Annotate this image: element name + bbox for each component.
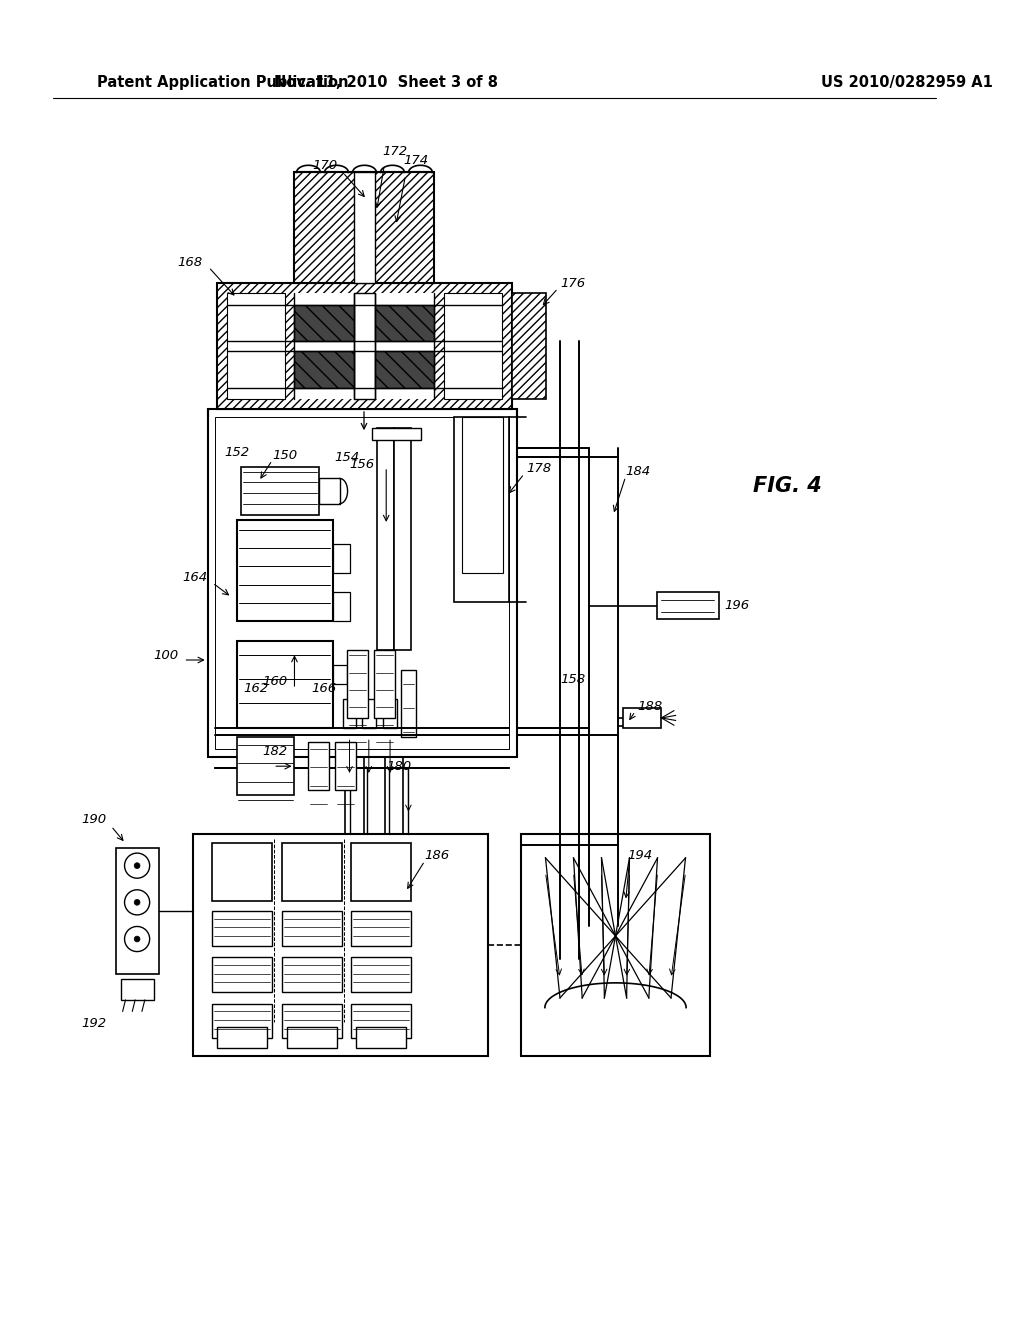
Text: 178: 178 — [526, 462, 551, 475]
Circle shape — [134, 899, 140, 906]
Bar — [212, 911, 272, 946]
Text: 196: 196 — [724, 599, 750, 612]
Bar — [351, 957, 412, 993]
Bar — [237, 520, 333, 622]
Bar — [351, 911, 412, 946]
Bar — [212, 843, 272, 902]
Bar — [512, 293, 546, 400]
Circle shape — [134, 863, 140, 869]
Text: 190: 190 — [81, 813, 106, 826]
Bar — [227, 293, 285, 400]
Text: 176: 176 — [560, 277, 585, 290]
Bar — [356, 1027, 407, 1048]
Bar — [217, 284, 512, 409]
Bar — [354, 173, 375, 284]
Bar — [335, 742, 356, 791]
Text: 150: 150 — [272, 449, 297, 462]
Bar — [242, 467, 318, 515]
Text: 154: 154 — [334, 450, 359, 463]
Bar — [454, 417, 509, 602]
Bar — [295, 293, 434, 400]
Text: Nov. 11, 2010  Sheet 3 of 8: Nov. 11, 2010 Sheet 3 of 8 — [274, 75, 499, 90]
Bar — [521, 834, 710, 1056]
Text: 164: 164 — [182, 572, 208, 585]
Bar — [346, 651, 368, 718]
Text: 160: 160 — [262, 675, 288, 688]
Text: Patent Application Publication: Patent Application Publication — [96, 75, 348, 90]
Text: US 2010/0282959 A1: US 2010/0282959 A1 — [820, 75, 992, 90]
Text: 168: 168 — [177, 256, 203, 269]
Text: 162: 162 — [244, 682, 268, 696]
Bar — [295, 173, 434, 284]
Text: 100: 100 — [154, 648, 178, 661]
Bar — [623, 709, 662, 727]
Bar — [351, 843, 412, 902]
Bar — [295, 305, 354, 342]
Text: 166: 166 — [311, 682, 336, 696]
Bar — [212, 957, 272, 993]
Text: 192: 192 — [81, 1018, 106, 1031]
Circle shape — [125, 853, 150, 878]
Bar — [462, 417, 503, 573]
Bar — [394, 428, 412, 651]
Bar — [121, 978, 155, 999]
Text: 182: 182 — [262, 746, 288, 758]
Bar — [212, 1003, 272, 1039]
Text: 156: 156 — [349, 458, 375, 471]
Bar — [343, 698, 356, 727]
Text: 186: 186 — [425, 849, 450, 862]
Text: 172: 172 — [382, 145, 408, 157]
Text: 174: 174 — [403, 154, 429, 168]
Bar — [308, 742, 330, 791]
Text: 194: 194 — [628, 849, 652, 862]
Bar — [333, 665, 346, 684]
Bar — [372, 428, 421, 440]
Bar — [383, 698, 397, 727]
Bar — [116, 849, 160, 974]
Bar — [375, 305, 434, 342]
Circle shape — [125, 890, 150, 915]
Bar — [318, 478, 340, 504]
Bar — [282, 843, 342, 902]
Bar — [362, 698, 376, 727]
Text: FIG. 4: FIG. 4 — [753, 477, 822, 496]
Bar — [354, 293, 375, 400]
Bar — [282, 957, 342, 993]
Bar — [400, 669, 416, 738]
Bar — [217, 1027, 267, 1048]
Bar — [282, 911, 342, 946]
Circle shape — [125, 927, 150, 952]
Bar — [444, 293, 502, 400]
Text: 188: 188 — [637, 700, 663, 713]
Text: 158: 158 — [560, 673, 585, 686]
Bar — [237, 738, 295, 795]
Text: 180: 180 — [386, 760, 412, 772]
Bar — [237, 640, 333, 727]
Bar — [374, 651, 395, 718]
Bar — [282, 1003, 342, 1039]
Bar — [333, 593, 350, 622]
Bar — [215, 417, 509, 748]
Bar — [287, 1027, 337, 1048]
Bar — [208, 409, 516, 756]
Bar — [295, 351, 354, 388]
Text: 152: 152 — [224, 446, 249, 459]
Circle shape — [134, 936, 140, 942]
Bar — [656, 593, 719, 619]
Bar — [194, 834, 487, 1056]
Bar — [377, 428, 394, 651]
Bar — [375, 351, 434, 388]
Bar — [333, 544, 350, 573]
Text: 170: 170 — [312, 160, 338, 172]
Text: 184: 184 — [626, 465, 651, 478]
Bar — [351, 1003, 412, 1039]
